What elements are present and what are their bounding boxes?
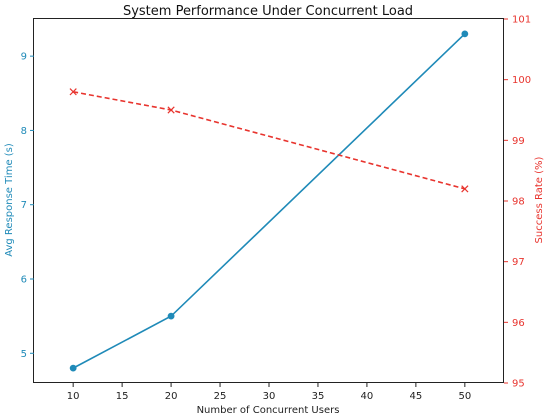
x-tick-label: 25 — [214, 391, 227, 402]
series-layer — [69, 30, 469, 372]
chart-title: System Performance Under Concurrent Load — [123, 4, 413, 19]
left-y-tick-label: 8 — [21, 126, 27, 137]
right-y-axis-ticks: 95 96 97 98 99 100 101 — [504, 15, 531, 390]
right-y-tick-label: 98 — [512, 197, 525, 208]
left-y-axis-ticks: 5 6 7 8 9 — [21, 52, 34, 360]
x-tick-label: 50 — [458, 391, 471, 402]
x-tick-label: 45 — [410, 391, 423, 402]
left-y-tick-label: 5 — [21, 349, 27, 360]
left-y-tick-label: 6 — [21, 275, 27, 286]
series-point-1 — [167, 312, 175, 320]
series-line-2 — [73, 91, 466, 190]
x-tick-label: 40 — [361, 391, 374, 402]
plot-area-frame — [33, 18, 504, 383]
series-line-1 — [72, 33, 466, 369]
right-y-tick-label: 99 — [512, 136, 525, 147]
right-y-tick-label: 100 — [512, 75, 531, 86]
series-point-2 — [167, 106, 175, 114]
right-y-tick-label: 101 — [512, 15, 531, 26]
x-axis-ticks: 10 15 20 25 30 35 40 45 50 — [67, 383, 471, 402]
series-point-1 — [461, 30, 469, 38]
right-y-tick-label: 95 — [512, 379, 525, 390]
x-tick-label: 10 — [67, 391, 80, 402]
x-tick-label: 15 — [116, 391, 129, 402]
left-y-tick-label: 7 — [21, 200, 27, 211]
right-y-tick-label: 96 — [512, 318, 525, 329]
series-point-2 — [461, 185, 469, 193]
series-point-1 — [69, 364, 77, 372]
series-point-2 — [69, 88, 77, 96]
left-y-axis-label: Avg Response Time (s) — [4, 143, 15, 257]
right-y-axis-label: Success Rate (%) — [534, 156, 545, 243]
right-y-tick-label: 97 — [512, 257, 525, 268]
left-y-tick-label: 9 — [21, 52, 27, 63]
x-tick-label: 35 — [312, 391, 325, 402]
x-tick-label: 30 — [263, 391, 276, 402]
x-tick-label: 20 — [165, 391, 178, 402]
x-axis-label: Number of Concurrent Users — [197, 405, 340, 416]
